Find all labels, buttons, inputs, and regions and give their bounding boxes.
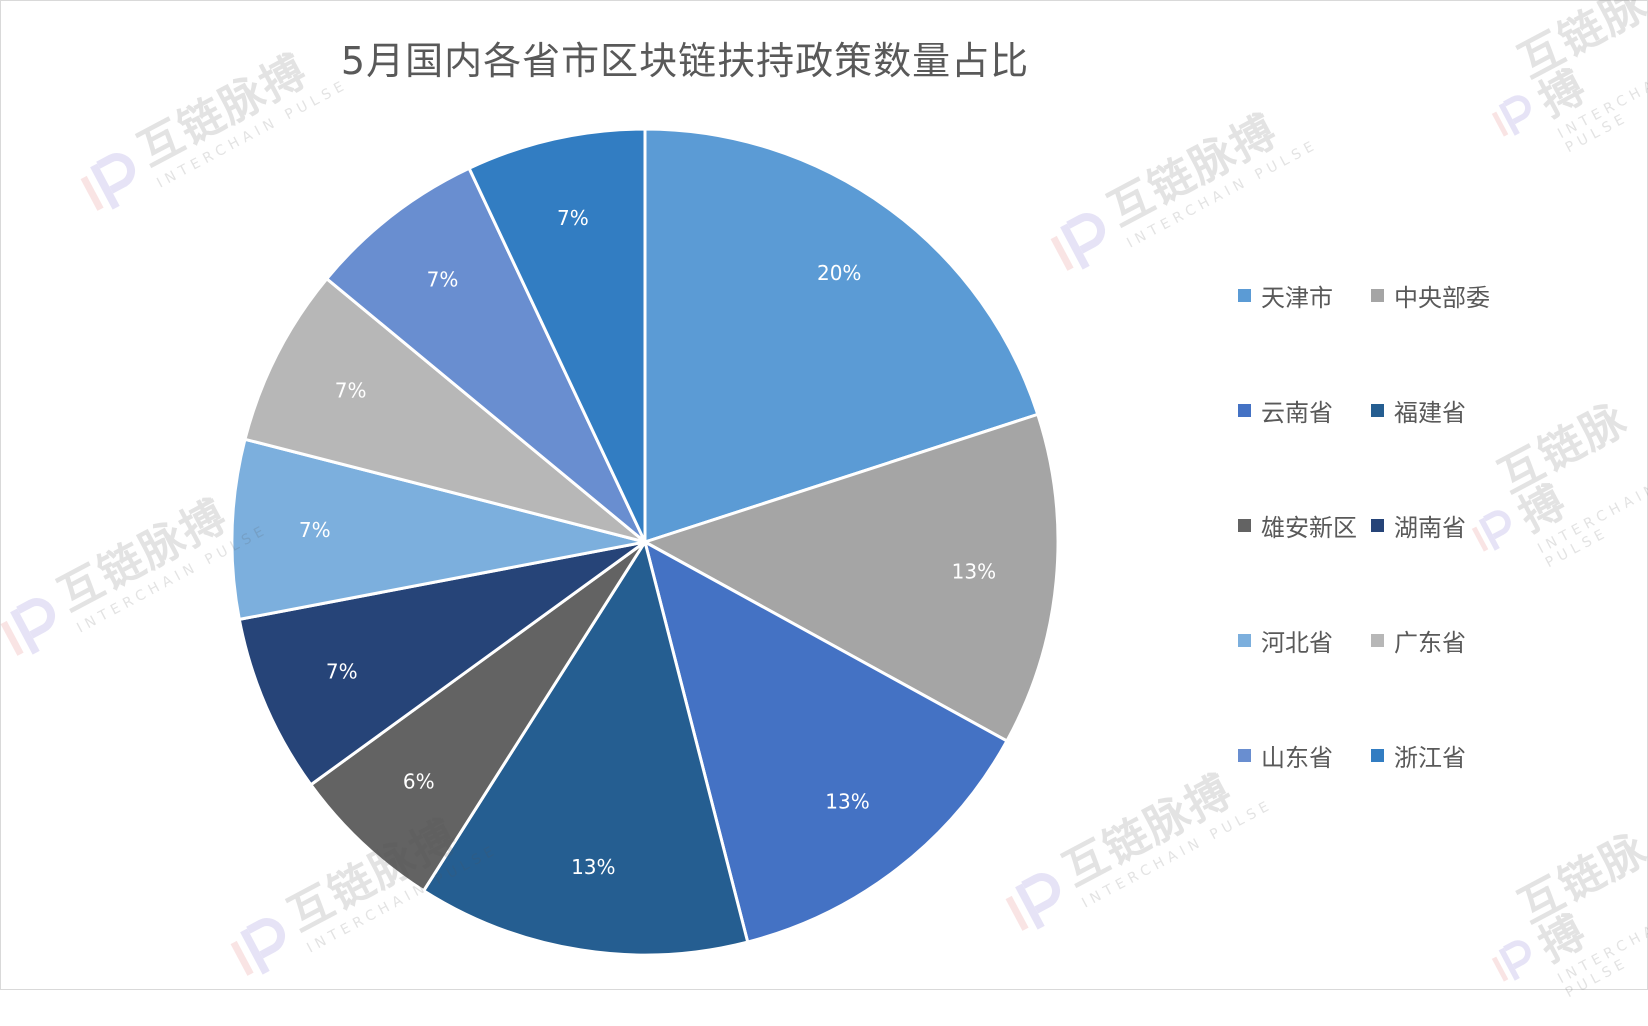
legend-swatch bbox=[1371, 404, 1384, 417]
pie-slice[interactable] bbox=[643, 127, 1040, 545]
data-label: 7% bbox=[299, 518, 331, 542]
legend-swatch bbox=[1371, 519, 1384, 532]
legend-label: 天津市 bbox=[1261, 284, 1333, 312]
legend-swatch bbox=[1238, 634, 1251, 647]
pie-slice[interactable] bbox=[641, 412, 1060, 743]
pie-chart: 20% 13% 13% 13% 6% 7% 7% 7% 7% 7% bbox=[230, 127, 1060, 957]
pie-slice[interactable] bbox=[642, 539, 1009, 944]
legend-label: 中央部委 bbox=[1394, 284, 1490, 312]
legend-item[interactable]: 雄安新区 bbox=[1238, 508, 1357, 543]
data-label: 13% bbox=[825, 790, 869, 814]
legend-item[interactable]: 福建省 bbox=[1371, 393, 1466, 428]
legend-swatch bbox=[1371, 289, 1384, 302]
data-label: 13% bbox=[571, 855, 615, 879]
legend-label: 广东省 bbox=[1394, 629, 1466, 657]
legend-swatch bbox=[1238, 519, 1251, 532]
legend-label: 河北省 bbox=[1261, 629, 1333, 657]
legend-item[interactable]: 河北省 bbox=[1238, 623, 1333, 658]
legend-item[interactable]: 广东省 bbox=[1371, 623, 1466, 658]
data-label: 6% bbox=[403, 769, 435, 793]
legend-item[interactable]: 山东省 bbox=[1238, 738, 1333, 773]
pie-slice[interactable] bbox=[243, 276, 646, 544]
legend-label: 浙江省 bbox=[1394, 744, 1466, 772]
data-label: 13% bbox=[952, 560, 996, 584]
pie-slice[interactable] bbox=[324, 166, 647, 544]
legend-swatch bbox=[1238, 289, 1251, 302]
pie-data-labels: 20% 13% 13% 13% 6% 7% 7% 7% 7% 7% bbox=[299, 206, 996, 879]
data-label: 7% bbox=[427, 267, 459, 291]
legend-item[interactable]: 云南省 bbox=[1238, 393, 1333, 428]
legend-swatch bbox=[1371, 634, 1384, 647]
legend-swatch bbox=[1238, 749, 1251, 762]
legend-item[interactable]: 湖南省 bbox=[1371, 508, 1466, 543]
pie-slice[interactable] bbox=[467, 127, 647, 543]
legend-label: 福建省 bbox=[1394, 399, 1466, 427]
legend-label: 山东省 bbox=[1261, 744, 1333, 772]
legend-swatch bbox=[1238, 404, 1251, 417]
legend-label: 云南省 bbox=[1261, 399, 1333, 427]
legend-item[interactable]: 浙江省 bbox=[1371, 738, 1466, 773]
legend-item[interactable]: 天津市 bbox=[1238, 278, 1333, 313]
chart-title: 5月国内各省市区块链扶持政策数量占比 bbox=[340, 39, 1030, 83]
legend-swatch bbox=[1371, 749, 1384, 762]
pie-slice[interactable] bbox=[308, 540, 647, 893]
data-label: 20% bbox=[817, 261, 861, 285]
pie-slice[interactable] bbox=[230, 437, 646, 622]
data-label: 7% bbox=[557, 206, 589, 230]
legend-label: 湖南省 bbox=[1394, 514, 1466, 542]
data-label: 7% bbox=[335, 379, 367, 403]
data-label: 7% bbox=[326, 660, 358, 684]
legend-item[interactable]: 中央部委 bbox=[1371, 278, 1490, 313]
legend-label: 雄安新区 bbox=[1261, 514, 1357, 542]
pie-slices bbox=[230, 127, 1060, 957]
pie-slice[interactable] bbox=[237, 540, 646, 787]
pie-slice[interactable] bbox=[421, 538, 750, 957]
